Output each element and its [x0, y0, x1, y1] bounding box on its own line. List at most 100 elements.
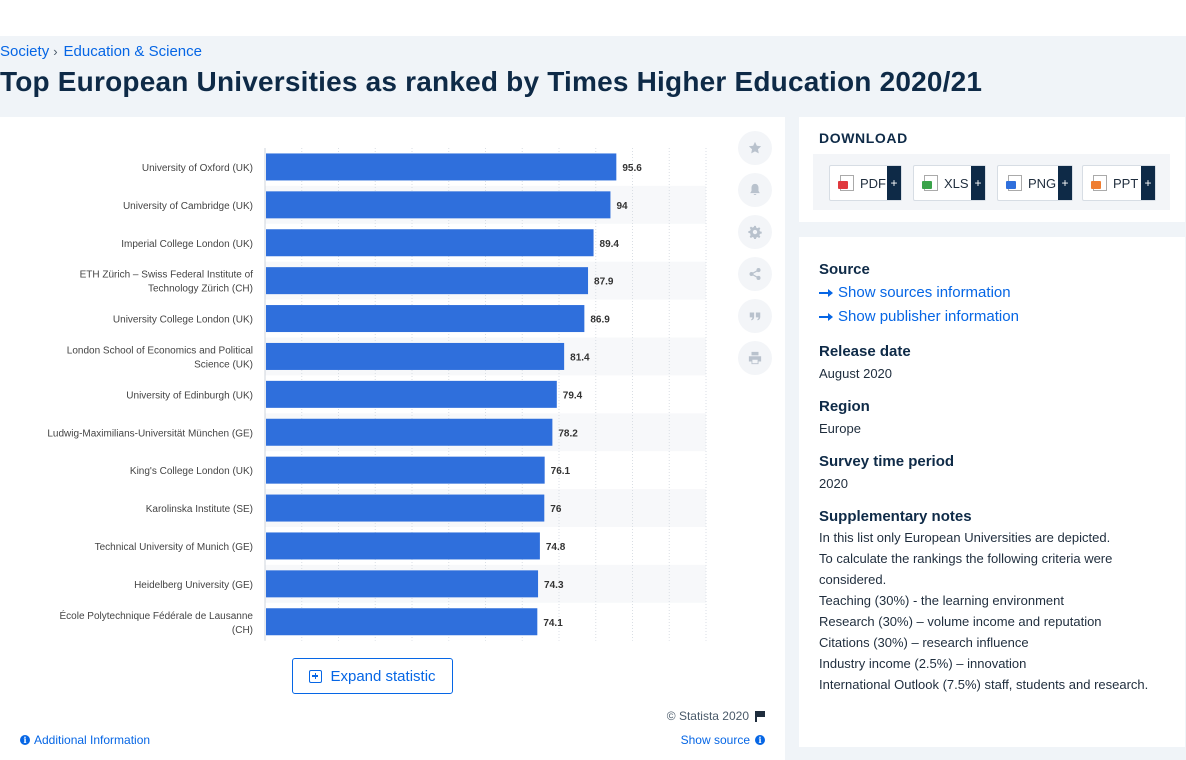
pdf-file-icon	[838, 175, 854, 191]
breadcrumb-education[interactable]: Education & Science	[63, 43, 202, 60]
bar	[266, 532, 540, 560]
data-label: 87.9	[594, 277, 614, 288]
note-line: Research (30%) – volume income and reput…	[819, 614, 1102, 629]
download-png-button[interactable]: PNG +	[997, 165, 1073, 201]
bar	[266, 342, 565, 370]
bar	[266, 418, 553, 446]
data-label: 76	[550, 504, 562, 515]
data-label: 78.2	[558, 428, 578, 439]
data-label: 74.8	[546, 542, 566, 553]
data-label: 94	[616, 201, 628, 212]
download-title: DOWNLOAD	[819, 130, 908, 146]
print-icon[interactable]	[738, 341, 772, 375]
note-line: In this list only European Universities …	[819, 530, 1111, 545]
breadcrumb: Society › Education & Science	[0, 43, 202, 60]
data-label: 76.1	[551, 466, 571, 477]
release-date-value: August 2020	[819, 366, 893, 381]
chart-card: 95.6 University of Oxford (UK) 94 Universit…	[0, 117, 785, 760]
supplementary-notes-heading: Supplementary notes	[819, 508, 972, 525]
show-source-label: Show source	[680, 733, 750, 747]
show-publisher-label: Show publisher information	[838, 308, 1019, 325]
statistic-info-card: Source Show sources information Show pub…	[799, 237, 1185, 747]
category-label: Technical University of Munich (GE)	[95, 542, 253, 553]
bar	[266, 267, 589, 295]
region-value: Europe	[819, 421, 861, 436]
additional-information-link[interactable]: i Additional Information	[20, 733, 150, 747]
show-publisher-link[interactable]: Show publisher information	[819, 308, 1019, 325]
survey-period-value: 2020	[819, 476, 848, 491]
category-label: École Polytechnique Fédérale de Lausanne…	[60, 609, 254, 636]
share-icon[interactable]	[738, 257, 772, 291]
data-label: 95.6	[622, 163, 642, 174]
gear-icon[interactable]	[738, 215, 772, 249]
bar	[266, 229, 594, 257]
plus-icon: +	[887, 166, 901, 200]
source-heading: Source	[819, 261, 870, 278]
category-label: University of Edinburgh (UK)	[126, 390, 253, 401]
category-label: London School of Economics and Political…	[67, 345, 253, 370]
chart-fade-overlay	[0, 717, 720, 759]
bar	[266, 191, 611, 219]
download-pdf-label: PDF	[860, 175, 886, 191]
data-label: 86.9	[590, 315, 610, 326]
category-label: University of Cambridge (UK)	[123, 201, 253, 212]
data-label: 74.3	[544, 580, 564, 591]
category-label: University of Oxford (UK)	[142, 163, 253, 174]
category-label: Imperial College London (UK)	[121, 239, 253, 250]
category-label: Ludwig-Maximilians-Universität München (…	[47, 428, 253, 439]
download-png-label: PNG	[1028, 175, 1057, 191]
category-label: Karolinska Institute (SE)	[146, 504, 253, 515]
show-source-link[interactable]: Show source i	[681, 733, 765, 747]
bar	[266, 380, 557, 408]
arrow-right-icon	[819, 288, 833, 297]
ppt-file-icon	[1091, 175, 1107, 191]
download-pdf-button[interactable]: PDF +	[829, 165, 902, 201]
release-date-heading: Release date	[819, 343, 911, 360]
survey-period-heading: Survey time period	[819, 453, 955, 470]
download-xls-button[interactable]: XLS +	[913, 165, 986, 201]
category-label: University College London (UK)	[113, 315, 253, 326]
plus-icon: +	[971, 166, 985, 200]
category-label: ETH Zürich – Swiss Federal Institute of T…	[80, 270, 254, 295]
data-label: 89.4	[600, 239, 620, 250]
bar-chart: 95.6 University of Oxford (UK) 94 Universit…	[47, 148, 707, 641]
note-line: Citations (30%) – research influence	[819, 635, 1029, 650]
data-label: 74.1	[543, 618, 563, 629]
xls-file-icon	[922, 175, 938, 191]
expand-statistic-label: Expand statistic	[330, 667, 436, 685]
arrow-right-icon	[819, 312, 833, 321]
top-bar	[0, 0, 1186, 36]
show-sources-label: Show sources information	[838, 284, 1011, 301]
show-sources-link[interactable]: Show sources information	[819, 284, 1011, 301]
download-ppt-label: PPT	[1113, 175, 1139, 191]
bar	[266, 608, 538, 636]
flag-icon[interactable]	[755, 710, 765, 722]
supplementary-notes: In this list only European Universities …	[819, 527, 1159, 695]
bar	[266, 494, 545, 522]
quote-icon[interactable]	[738, 299, 772, 333]
data-label: 81.4	[570, 352, 590, 363]
download-buttons: PDF + XLS + PNG + PPT +	[813, 154, 1170, 210]
expand-icon	[309, 669, 323, 683]
note-line: Teaching (30%) - the learning environmen…	[819, 593, 1064, 608]
bell-icon[interactable]	[738, 173, 772, 207]
copyright-text: © Statista 2020	[666, 709, 749, 723]
category-label: King's College London (UK)	[130, 466, 253, 477]
page-title: Top European Universities as ranked by T…	[0, 66, 983, 97]
region-heading: Region	[819, 398, 870, 415]
star-icon[interactable]	[738, 131, 772, 165]
additional-information-label: Additional Information	[34, 733, 151, 747]
download-ppt-button[interactable]: PPT +	[1082, 165, 1156, 201]
plus-icon: +	[1141, 166, 1155, 200]
download-xls-label: XLS	[944, 175, 969, 191]
expand-statistic-button[interactable]: Expand statistic	[292, 658, 453, 694]
info-icon: i	[20, 735, 30, 745]
info-icon: i	[755, 735, 765, 745]
bar	[266, 456, 545, 484]
breadcrumb-society[interactable]: Society	[0, 43, 50, 60]
data-label: 79.4	[563, 390, 583, 401]
png-file-icon	[1006, 175, 1022, 191]
chevron-right-icon: ›	[53, 44, 58, 59]
category-label: Heidelberg University (GE)	[134, 580, 253, 591]
chart-tools	[738, 131, 772, 383]
